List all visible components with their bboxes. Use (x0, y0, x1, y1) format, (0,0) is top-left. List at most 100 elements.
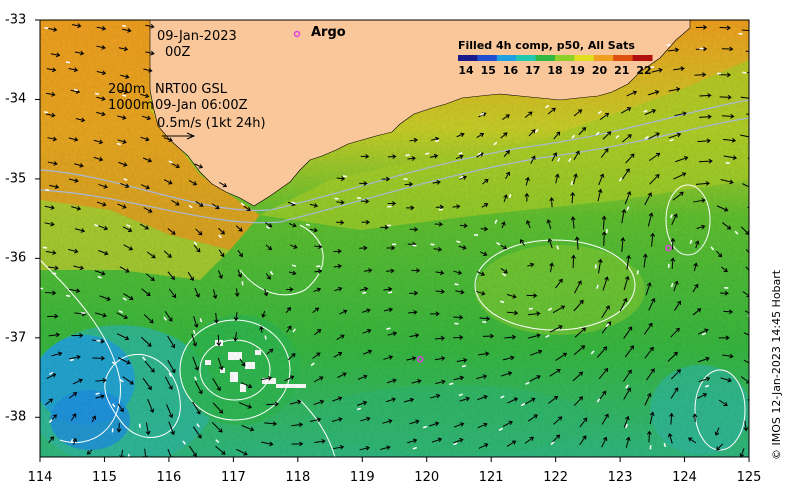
argo-legend-label: Argo (311, 25, 346, 40)
current-arrow (46, 373, 57, 379)
current-arrow (602, 276, 609, 291)
drifter-segment (118, 310, 123, 314)
current-arrow (579, 435, 587, 446)
colorbar-swatch (496, 55, 517, 61)
current-arrow (549, 196, 555, 208)
current-arrow (193, 244, 201, 253)
current-arrow (673, 280, 679, 292)
current-arrow (740, 134, 749, 140)
current-arrow (668, 87, 681, 92)
current-arrow (211, 203, 220, 210)
current-arrow (621, 168, 630, 180)
current-arrow (336, 199, 345, 205)
lon-tick-label: 122 (543, 470, 569, 485)
current-arrow (313, 399, 325, 406)
current-arrow (743, 420, 749, 432)
current-arrow (723, 155, 738, 161)
current-arrow (506, 310, 519, 316)
colorbar-tick-label: 15 (480, 64, 496, 77)
current-arrow (359, 245, 368, 251)
current-arrow (235, 225, 243, 232)
current-arrow (698, 328, 709, 335)
drifter-segment (65, 61, 70, 64)
current-arrow (716, 443, 724, 451)
current-arrow (96, 45, 106, 50)
current-arrow (314, 268, 323, 274)
current-arrow (623, 275, 630, 291)
current-arrow (622, 134, 632, 143)
current-arrow (694, 240, 700, 249)
drifter-segment (49, 371, 54, 375)
current-arrow (47, 161, 58, 166)
current-arrow (411, 268, 421, 273)
current-arrow (194, 287, 200, 298)
current-vectors (44, 23, 749, 457)
current-arrow (171, 163, 181, 169)
current-arrow (430, 393, 441, 399)
current-arrow (68, 178, 79, 183)
colorbar-swatch (458, 55, 478, 61)
drifter-segment (97, 275, 102, 279)
current-arrow (123, 293, 134, 300)
current-arrow (44, 221, 55, 227)
drifter-segment (626, 206, 630, 211)
current-arrow (694, 72, 707, 78)
current-arrow (265, 222, 273, 228)
drifter-segment (747, 314, 749, 318)
current-arrow (435, 270, 445, 276)
current-arrow (719, 290, 729, 296)
current-arrow (578, 126, 587, 136)
scale-vector-arrow (162, 132, 196, 140)
current-arrow (48, 265, 59, 271)
drifter-segment (240, 202, 245, 206)
lon-tick-label: 123 (607, 470, 633, 485)
colorbar-tick-label: 19 (569, 64, 585, 77)
current-arrow (699, 114, 712, 120)
drifter-segment (477, 152, 482, 156)
current-arrow (188, 180, 198, 186)
current-arrow (141, 115, 152, 121)
current-arrow (285, 306, 292, 314)
current-arrow (143, 67, 153, 73)
current-arrow (123, 244, 134, 251)
drifter-segment (196, 423, 200, 428)
argo-float-marker (417, 356, 424, 363)
current-arrow (93, 156, 104, 162)
current-arrow (673, 172, 687, 180)
current-arrow (117, 139, 127, 144)
current-arrow (477, 394, 488, 401)
drifter-segment (138, 423, 141, 428)
drifter-segment (126, 224, 131, 228)
drifter-segment (193, 376, 198, 381)
current-arrow (50, 52, 61, 58)
drifter-segment (52, 272, 57, 275)
current-arrow (118, 46, 129, 52)
current-arrow (435, 289, 445, 294)
drifter-segment (116, 142, 121, 146)
current-arrow (261, 375, 273, 381)
current-arrow (723, 137, 737, 143)
land-australia (149, 20, 691, 207)
current-arrow (407, 156, 416, 161)
current-arrow (217, 357, 224, 371)
current-arrow (407, 438, 418, 444)
current-arrow (118, 89, 129, 95)
drifter-segment (412, 446, 417, 450)
current-arrow (331, 417, 343, 422)
current-arrow (625, 436, 631, 448)
current-arrow (261, 310, 266, 318)
current-arrow (649, 174, 660, 185)
drifter-segment (534, 128, 539, 133)
current-arrow (95, 394, 105, 399)
current-arrow (333, 263, 342, 269)
current-arrow (411, 378, 422, 384)
current-arrow (452, 204, 461, 209)
current-arrow (621, 208, 627, 224)
current-arrow (530, 155, 536, 164)
current-arrow (554, 173, 560, 184)
current-arrow (47, 27, 58, 32)
drifter-segment (449, 382, 454, 386)
drifter-segment (461, 365, 467, 368)
current-arrow (546, 219, 552, 230)
current-arrow (745, 248, 749, 257)
